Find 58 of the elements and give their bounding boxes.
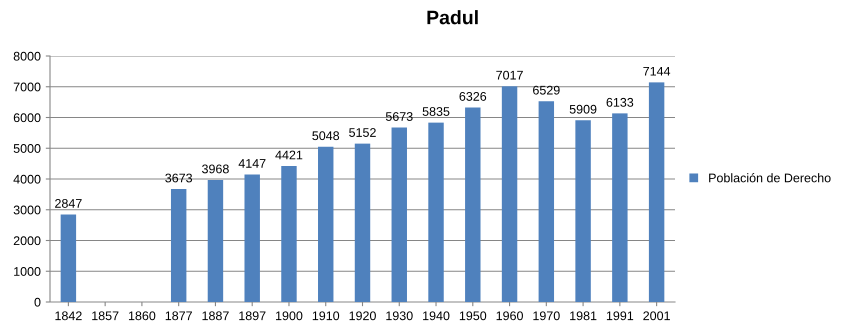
y-tick-label: 2000 [14,236,40,246]
x-tick-label: 1877 [166,311,192,320]
bar [575,120,591,302]
x-tick-label: 1887 [202,311,229,320]
data-label: 6326 [460,92,486,101]
x-tick-label: 1960 [496,311,523,320]
x-tick-label: 1970 [533,311,560,320]
bar [60,214,76,302]
bar [465,107,481,302]
data-label: 4421 [275,150,302,160]
y-tick-label: 7000 [14,82,40,92]
y-tick-label: 8000 [14,52,40,61]
bar [208,180,224,302]
y-tick-label: 0 [34,298,40,307]
x-tick-label: 1900 [276,311,302,320]
x-tick-label: 2001 [643,311,670,320]
data-label: 6133 [606,98,634,107]
x-tick-label: 1920 [350,311,376,320]
bar [170,189,186,302]
bar [538,101,554,302]
data-label: 6529 [533,86,560,95]
data-label: 7144 [643,66,670,76]
y-tick-label: 6000 [14,113,40,122]
data-label: 3673 [165,174,192,182]
data-label: 5152 [349,128,376,137]
bar [648,82,664,302]
x-tick-label: 1910 [312,311,340,320]
data-label: 2847 [55,198,82,208]
y-tick-label: 1000 [14,267,40,276]
data-label: 7017 [496,70,523,80]
x-tick-label: 1857 [92,311,118,320]
x-tick-label: 1860 [128,311,156,320]
y-tick-label: 3000 [14,206,40,214]
data-label: 5048 [312,131,340,140]
data-label: 4147 [238,159,266,168]
x-tick-label: 1940 [423,311,450,320]
x-tick-label: 1981 [570,311,596,320]
x-tick-label: 1842 [55,311,82,320]
data-label: 3968 [202,164,229,174]
data-label: 5835 [422,107,450,116]
x-tick-label: 1991 [606,311,634,320]
data-label: 5909 [570,104,596,114]
x-tick-label: 1930 [386,311,413,320]
bar [281,166,297,302]
bar [392,128,407,302]
bar [244,174,260,302]
data-label: 5673 [386,112,413,121]
bar [354,144,370,302]
y-tick-label: 5000 [14,144,40,153]
x-tick-label: 1897 [239,311,266,320]
y-tick-label: 4000 [13,174,40,184]
bar [318,146,334,302]
bar [428,122,444,302]
x-tick-label: 1950 [460,311,486,320]
bar [612,113,628,302]
legend-label: Población de Derecho [709,173,831,182]
chart-title: Padul [427,10,478,24]
bar [502,86,518,302]
